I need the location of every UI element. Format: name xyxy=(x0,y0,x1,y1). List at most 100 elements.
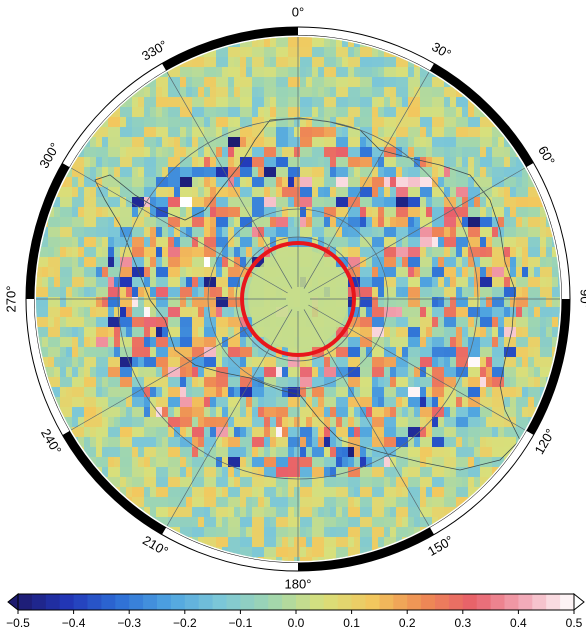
field-cell xyxy=(480,267,487,278)
field-cell xyxy=(222,247,229,258)
field-cell xyxy=(144,267,151,278)
field-cell xyxy=(546,297,553,308)
field-cell xyxy=(264,467,277,478)
field-cell xyxy=(204,367,217,378)
field-cell xyxy=(474,197,481,208)
field-cell xyxy=(486,147,493,158)
field-cell xyxy=(240,387,253,398)
field-cell xyxy=(474,287,481,298)
field-cell xyxy=(144,307,151,318)
field-cell xyxy=(264,107,271,118)
field-cell xyxy=(396,347,403,358)
field-cell xyxy=(78,337,85,348)
field-cell xyxy=(42,337,49,348)
field-cell xyxy=(60,337,73,348)
field-cell xyxy=(120,407,127,418)
field-cell xyxy=(516,337,529,348)
field-cell xyxy=(180,447,193,458)
field-cell xyxy=(204,87,211,98)
field-cell xyxy=(276,437,289,448)
field-cell xyxy=(270,97,277,108)
field-cell xyxy=(312,367,319,378)
field-cell xyxy=(144,467,157,478)
field-cell xyxy=(480,437,487,448)
field-cell xyxy=(192,247,205,258)
field-cell xyxy=(426,387,433,398)
field-cell xyxy=(408,147,415,158)
field-cell xyxy=(450,167,457,178)
field-cell xyxy=(312,97,325,108)
field-cell xyxy=(162,457,169,468)
field-cell xyxy=(150,457,157,468)
field-cell xyxy=(138,287,145,298)
field-cell xyxy=(474,107,481,118)
field-cell xyxy=(78,417,85,428)
field-cell xyxy=(468,477,475,488)
field-cell xyxy=(408,497,421,508)
field-cell xyxy=(420,427,427,438)
field-cell xyxy=(156,427,169,438)
field-cell xyxy=(252,107,259,118)
field-cell xyxy=(222,467,229,478)
field-cell xyxy=(162,87,169,98)
field-cell xyxy=(96,167,103,178)
field-cell xyxy=(456,397,463,408)
field-cell xyxy=(120,267,133,278)
field-cell xyxy=(96,407,103,418)
field-cell xyxy=(288,557,295,561)
field-cell xyxy=(306,397,313,408)
field-cell xyxy=(318,417,325,428)
field-cell xyxy=(240,357,247,368)
field-cell xyxy=(456,357,469,368)
field-cell xyxy=(348,507,361,518)
field-cell xyxy=(444,237,457,248)
field-cell xyxy=(204,537,217,548)
field-cell xyxy=(462,437,469,448)
field-cell xyxy=(480,447,493,458)
field-cell xyxy=(360,397,373,408)
field-cell xyxy=(360,147,373,158)
field-cell xyxy=(360,247,373,258)
field-cell xyxy=(246,357,253,368)
field-cell xyxy=(228,467,235,478)
field-cell xyxy=(180,307,193,318)
field-cell xyxy=(504,217,511,228)
field-cell xyxy=(504,177,517,188)
field-cell xyxy=(372,177,385,188)
field-cell xyxy=(300,367,313,378)
field-cell xyxy=(168,467,181,478)
field-cell xyxy=(360,497,373,508)
field-cell xyxy=(480,117,493,128)
field-cell xyxy=(504,397,511,408)
field-cell xyxy=(132,417,145,428)
field-cell xyxy=(240,147,253,158)
field-cell xyxy=(150,407,157,418)
field-cell xyxy=(276,77,289,88)
field-cell xyxy=(120,427,133,438)
field-cell xyxy=(96,377,103,388)
field-cell xyxy=(372,387,385,398)
field-cell xyxy=(540,227,547,238)
colorbar-swatch xyxy=(296,594,311,610)
field-cell xyxy=(264,57,271,68)
field-cell xyxy=(492,217,499,228)
field-cell xyxy=(132,97,139,108)
field-cell xyxy=(144,147,151,158)
field-cell xyxy=(456,147,463,158)
field-cell xyxy=(366,207,373,218)
field-cell xyxy=(300,47,313,58)
field-cell xyxy=(228,447,241,458)
colorbar-swatch xyxy=(518,594,533,610)
field-cell xyxy=(402,167,409,178)
field-cell xyxy=(180,527,193,538)
field-cell xyxy=(132,277,145,288)
field-cell xyxy=(216,227,223,238)
field-cell xyxy=(168,247,181,258)
meridian-line xyxy=(70,167,288,294)
field-cell xyxy=(300,87,313,98)
field-cell xyxy=(432,347,445,358)
field-cell xyxy=(66,347,73,358)
field-cell xyxy=(408,447,421,458)
field-cell xyxy=(480,157,493,168)
field-cell xyxy=(210,117,217,128)
